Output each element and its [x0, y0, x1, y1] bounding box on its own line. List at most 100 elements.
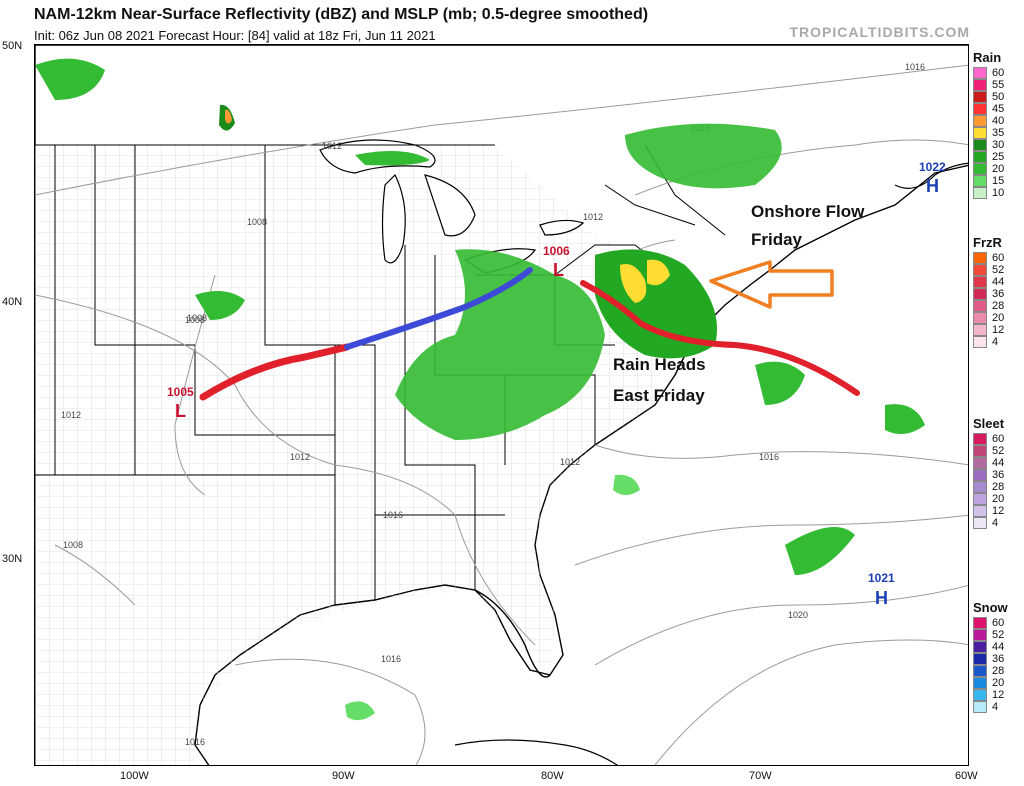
low-center-1006-value: 1006	[543, 244, 570, 258]
annotation-onshore-friday: Friday	[751, 230, 803, 249]
legend-swatch	[973, 115, 987, 127]
legend-tick-label: 44	[992, 457, 1005, 469]
legend-swatch	[973, 187, 987, 199]
legend-tick-label: 4	[992, 517, 999, 529]
legend-swatch	[973, 629, 987, 641]
legend-tick-label: 12	[992, 505, 1005, 517]
annotation-onshore-flow: Onshore Flow	[751, 202, 865, 221]
legend-swatch	[973, 252, 987, 264]
annotation-east-friday: East Friday	[613, 386, 705, 405]
legend-row: 36	[971, 288, 1021, 300]
legend-sleet: Sleet 60 52 44 36 28 20 12 4	[971, 416, 1021, 529]
annotation-rain-heads: Rain Heads	[613, 355, 706, 374]
legend-tick-label: 60	[992, 67, 1005, 79]
legend-swatch	[973, 505, 987, 517]
isobar-label: 1016	[759, 452, 779, 462]
legend-swatch	[973, 653, 987, 665]
legend-tick-label: 50	[992, 91, 1005, 103]
legend-tick-label: 35	[992, 127, 1005, 139]
isobar-label: 1012	[560, 457, 580, 467]
legend-swatch	[973, 336, 987, 348]
legend-row: 25	[971, 151, 1021, 163]
warm-front-west	[199, 343, 351, 401]
legend-swatch	[973, 433, 987, 445]
legend-swatch	[973, 481, 987, 493]
low-center-1006-letter: L	[553, 260, 564, 280]
legend-tick-label: 28	[992, 665, 1005, 677]
legend-row: 4	[971, 336, 1021, 348]
legend-swatch	[973, 175, 987, 187]
legend-rain: Rain 60 55 50 45 40 35 30 25 20 15 10	[971, 50, 1021, 199]
legend-tick-label: 28	[992, 300, 1005, 312]
isobar-label: 1012	[290, 452, 310, 462]
legend-swatch	[973, 79, 987, 91]
florida-coast	[474, 589, 551, 678]
legend-swatch	[973, 151, 987, 163]
cuba	[454, 739, 618, 765]
legend-row: 28	[971, 481, 1021, 493]
isobar-label: 1012	[583, 212, 603, 222]
legend-swatch	[973, 445, 987, 457]
legend-row: 20	[971, 677, 1021, 689]
legend-row: 44	[971, 457, 1021, 469]
low-center-1006: 1006 L	[543, 244, 570, 280]
legend-swatch	[973, 665, 987, 677]
legend-swatch	[973, 300, 987, 312]
legend-swatch	[973, 689, 987, 701]
legend-tick-label: 30	[992, 139, 1005, 151]
rain-areas	[35, 58, 925, 721]
isobar-label: 1016	[905, 62, 925, 72]
low-center-1005-value: 1005	[167, 385, 194, 399]
nova-scotia	[894, 162, 968, 189]
legend-tick-label: 28	[992, 481, 1005, 493]
legend-row: 50	[971, 91, 1021, 103]
lon-label-60w: 60W	[955, 770, 978, 782]
legend-tick-label: 44	[992, 276, 1005, 288]
legend-tick-label: 60	[992, 433, 1005, 445]
lon-label-100w: 100W	[120, 770, 149, 782]
legend-tick-label: 55	[992, 79, 1005, 91]
legend-swatch	[973, 493, 987, 505]
legend-row: 28	[971, 665, 1021, 677]
legend-sleet-title: Sleet	[973, 416, 1005, 431]
isobars	[35, 64, 968, 765]
legend-swatch	[973, 276, 987, 288]
lon-label-70w: 70W	[749, 770, 772, 782]
high-center-1021-letter: H	[875, 588, 888, 608]
isobar-label: 1008	[185, 315, 205, 325]
legend-swatch	[973, 701, 987, 713]
legend-tick-label: 12	[992, 689, 1005, 701]
map-title: NAM-12km Near-Surface Reflectivity (dBZ)…	[34, 6, 649, 23]
high-center-1021-value: 1021	[868, 571, 895, 585]
legend-tick-label: 52	[992, 264, 1005, 276]
legend-row: 60	[971, 617, 1021, 629]
legend-swatch	[973, 103, 987, 115]
legend-row: 12	[971, 324, 1021, 336]
legend-tick-label: 15	[992, 175, 1005, 187]
legend-row: 20	[971, 163, 1021, 175]
legend-row: 60	[971, 67, 1021, 79]
legend-tick-label: 25	[992, 151, 1005, 163]
lon-label-90w: 90W	[332, 770, 355, 782]
lat-label-40n: 40N	[2, 296, 23, 308]
legend-row: 12	[971, 505, 1021, 517]
legend-swatch	[973, 312, 987, 324]
legend-tick-label: 4	[992, 336, 999, 348]
isobar-label: 1008	[63, 540, 83, 550]
low-center-1005: 1005 L	[167, 385, 194, 421]
legend-tick-label: 20	[992, 312, 1005, 324]
legend-swatch	[973, 469, 987, 481]
map-header: NAM-12km Near-Surface Reflectivity (dBZ)…	[34, 4, 974, 44]
legend-swatch	[973, 91, 987, 103]
low-center-1005-letter: L	[175, 401, 186, 421]
legend-row: 52	[971, 264, 1021, 276]
high-center-1022-letter: H	[926, 176, 939, 196]
isobar-label: 1016	[383, 510, 403, 520]
legend-row: 60	[971, 433, 1021, 445]
cold-front	[344, 267, 533, 350]
legend-tick-label: 20	[992, 493, 1005, 505]
isobar-label: 1008	[187, 313, 207, 323]
legend-tick-label: 20	[992, 163, 1005, 175]
legend-rain-title: Rain	[973, 50, 1002, 65]
warm-front-east	[580, 280, 860, 396]
